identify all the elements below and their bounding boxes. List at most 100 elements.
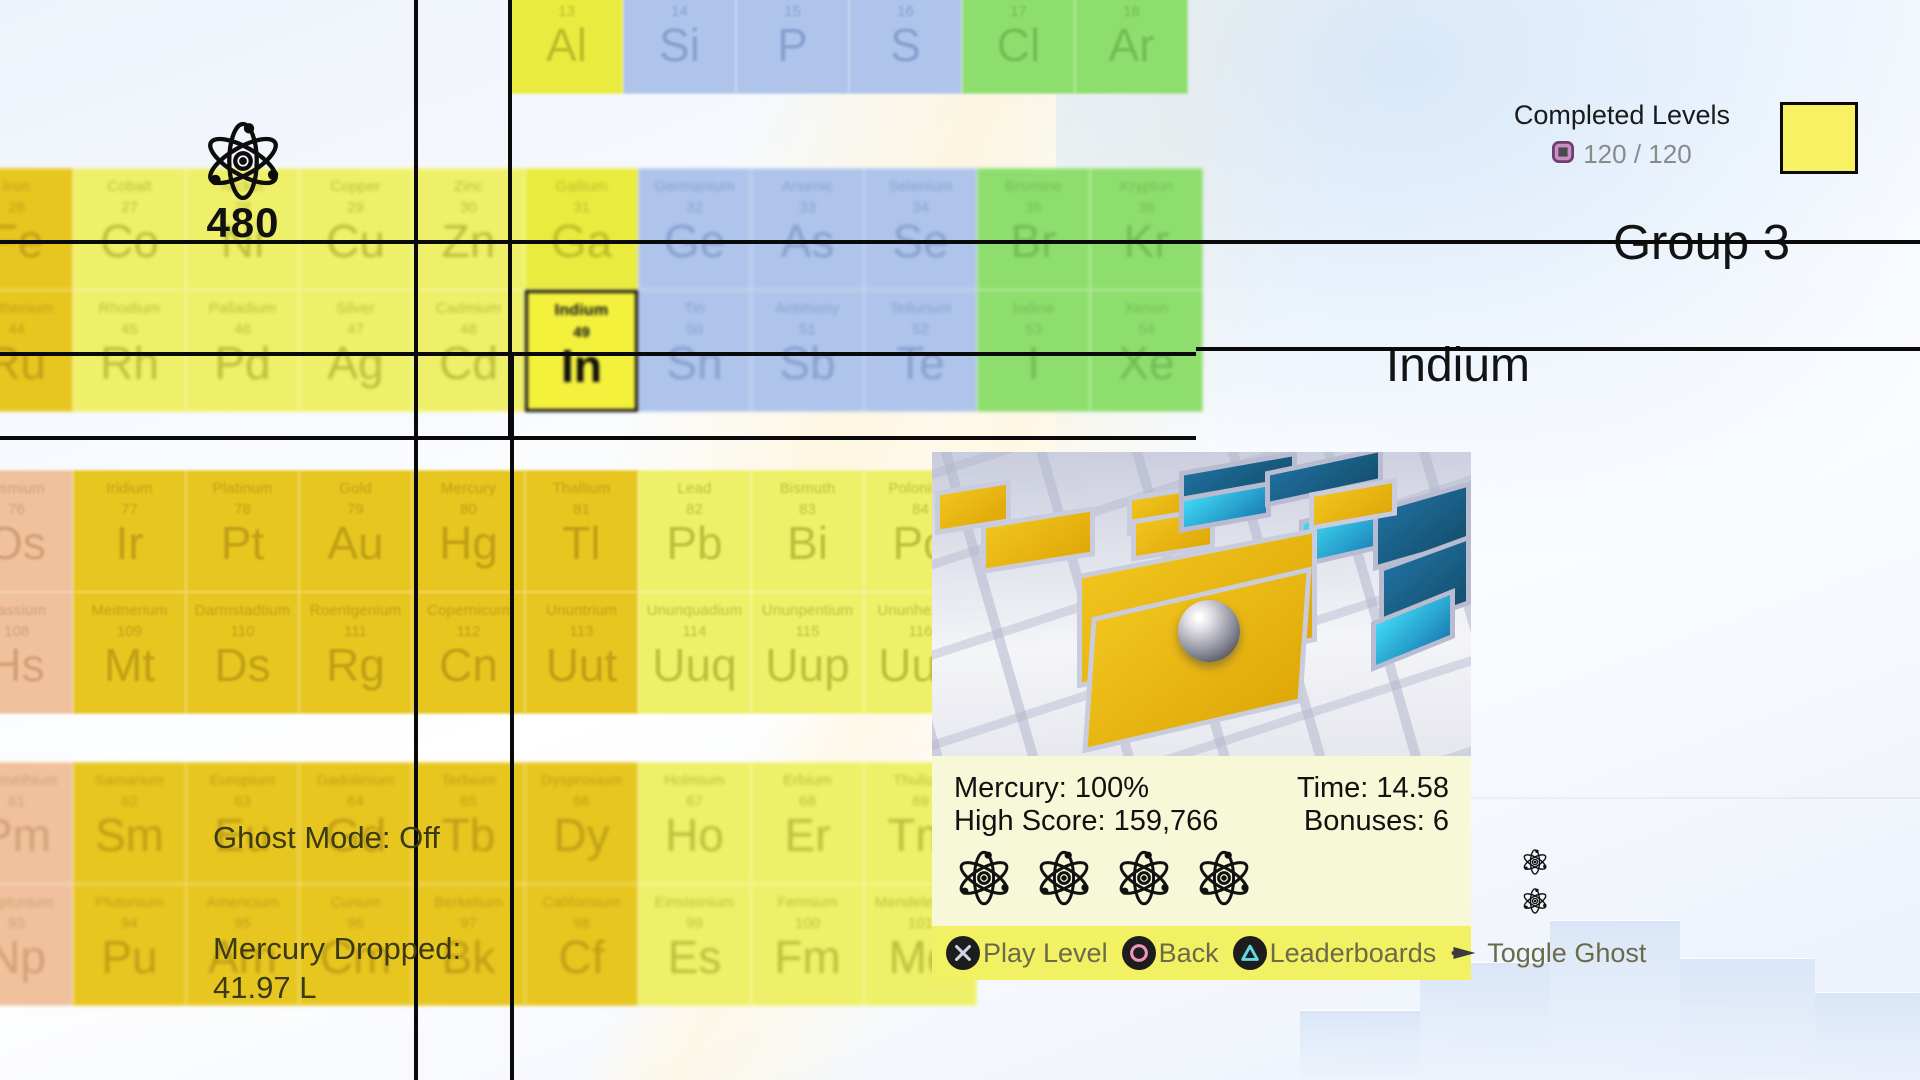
medal-atoms (954, 844, 1449, 916)
element-number: 114 (682, 622, 707, 640)
element-symbol: Uuq (652, 638, 737, 691)
element-symbol: Sb (779, 336, 836, 389)
element-cell-pu[interactable]: Plutonium 94 Pu (73, 884, 186, 1006)
element-cell-ho[interactable]: Holmium 67 Ho (638, 762, 751, 884)
element-cell-bi[interactable]: Bismuth 83 Bi (751, 470, 864, 592)
element-cell-as[interactable]: Arsenic 33 As (751, 168, 864, 290)
element-cell-au[interactable]: Gold 79 Au (299, 470, 412, 592)
element-symbol: In (561, 339, 602, 392)
element-number: 64 (347, 792, 364, 810)
element-symbol: Fm (774, 930, 841, 983)
element-cell-pm[interactable]: Promethium 61Pm (0, 762, 73, 884)
element-cell-eu[interactable]: Europium 63 Eu (186, 762, 299, 884)
element-cell-te[interactable]: Tellurium 52 Te (864, 290, 977, 412)
element-symbol: Sm (95, 808, 164, 861)
element-cell-gd[interactable]: Gadolinium 64 Gd (299, 762, 412, 884)
r1-shoulder-icon (1450, 936, 1484, 970)
element-cell-cn[interactable]: Copernicum 112 Cn (412, 592, 525, 714)
element-number: 116 (908, 622, 933, 640)
button-prompt-label: Toggle Ghost (1487, 937, 1647, 968)
element-cell-ar[interactable]: Argon18Ar (1075, 0, 1188, 94)
element-cell-pt[interactable]: Platinum 78 Pt (186, 470, 299, 592)
element-cell-pd[interactable]: Palladium 46 Pd (186, 290, 299, 412)
element-cell-br[interactable]: Bromine 35 Br (977, 168, 1090, 290)
element-cell-in[interactable]: Indium 49 In (525, 290, 638, 412)
element-cell-er[interactable]: Erbium 68 Er (751, 762, 864, 884)
element-cell-ru[interactable]: Ruthenium 44Ru (0, 290, 73, 412)
element-cell-al[interactable]: Aluminium13Al (510, 0, 623, 94)
element-name: Terbium (441, 772, 496, 789)
element-cell-se[interactable]: Selenium 34 Se (864, 168, 977, 290)
element-symbol: Ds (214, 638, 271, 691)
element-cell-zn[interactable]: Zinc 30 Zn (412, 168, 525, 290)
completed-levels-count: 120 / 120 (1583, 139, 1692, 169)
element-symbol: Cn (439, 638, 498, 691)
element-cell-tb[interactable]: Terbium 65 Tb (412, 762, 525, 884)
button-prompt-toggle-ghost[interactable]: Toggle Ghost (1450, 936, 1646, 970)
element-cell-si[interactable]: Silicon14Si (623, 0, 736, 94)
element-cell-cu[interactable]: Copper 29 Cu (299, 168, 412, 290)
button-prompt-play-level[interactable]: Play Level (946, 936, 1108, 970)
element-cell-rh[interactable]: Rhodium 45 Rh (73, 290, 186, 412)
element-cell-fm[interactable]: Fermium 100 Fm (751, 884, 864, 1006)
divider-row-top (0, 240, 1920, 244)
element-cell-cm[interactable]: Curium 96 Cm (299, 884, 412, 1006)
element-cell-ds[interactable]: Darmstadtium 110 Ds (186, 592, 299, 714)
atom-score-value: 480 (206, 199, 280, 246)
element-cell-i[interactable]: Iodine 53 I (977, 290, 1090, 412)
element-cell-uup[interactable]: Ununpentium 115 Uup (751, 592, 864, 714)
element-symbol: Rg (326, 638, 385, 691)
element-cell-bk[interactable]: Berkelium 97 Bk (412, 884, 525, 1006)
element-number: 53 (1025, 320, 1042, 338)
element-cell-sb[interactable]: Antimony 51 Sb (751, 290, 864, 412)
element-cell-pb[interactable]: Lead 82 Pb (638, 470, 751, 592)
element-cell-ge[interactable]: Germanium 32 Ge (638, 168, 751, 290)
element-name: Americium (206, 894, 279, 911)
element-cell-dy[interactable]: Dysprosium 66 Dy (525, 762, 638, 884)
periodic-table[interactable]: Aluminium13AlSilicon14SiPhosphorus15PSul… (0, 0, 1203, 1080)
element-cell-ir[interactable]: Iridium 77 Ir (73, 470, 186, 592)
element-cell-np[interactable]: Neptunium 93Np (0, 884, 73, 1006)
element-name: Holmium (664, 772, 725, 789)
element-symbol: Sn (666, 336, 723, 389)
element-cell-sm[interactable]: Samarium 62 Sm (73, 762, 186, 884)
element-cell-mt[interactable]: Meitnerium 109 Mt (73, 592, 186, 714)
element-cell-s[interactable]: Sulphur16S (849, 0, 962, 94)
circle-button-icon (1121, 936, 1156, 970)
element-cell-cf[interactable]: Californium 98 Cf (525, 884, 638, 1006)
element-cell-es[interactable]: Einsteinium 99 Es (638, 884, 751, 1006)
level-preview-thumbnail[interactable] (932, 452, 1471, 756)
element-number: 68 (799, 792, 816, 810)
element-number: 54 (1138, 320, 1155, 338)
element-cell-rg[interactable]: Roentgenium 111 Rg (299, 592, 412, 714)
element-cell-tl[interactable]: Thallium 81 Tl (525, 470, 638, 592)
element-cell-kr[interactable]: Krypton 36 Kr (1090, 168, 1203, 290)
element-cell-cl[interactable]: Chlorine17Cl (962, 0, 1075, 94)
element-number: 27 (121, 198, 138, 216)
element-cell-am[interactable]: Americium 95 Am (186, 884, 299, 1006)
element-number: 46 (234, 320, 251, 338)
element-cell-fe[interactable]: Iron26Fe (0, 168, 73, 290)
element-cell-ga[interactable]: Gallium 31 Ga (525, 168, 638, 290)
element-cell-ni[interactable]: Nickel 28 Ni (186, 168, 299, 290)
button-prompt-back[interactable]: Back (1121, 936, 1219, 970)
element-symbol: Xe (1118, 336, 1175, 389)
element-number: 99 (686, 914, 703, 932)
element-symbol: Pm (0, 808, 51, 861)
element-cell-co[interactable]: Cobalt 27 Co (73, 168, 186, 290)
element-cell-hg[interactable]: Mercury 80 Hg (412, 470, 525, 592)
element-cell-ag[interactable]: Silver 47 Ag (299, 290, 412, 412)
element-cell-sn[interactable]: Tin 50 Sn (638, 290, 751, 412)
element-cell-os[interactable]: Osmium 76Os (0, 470, 73, 592)
button-prompt-leaderboards[interactable]: Leaderboards (1232, 936, 1436, 970)
element-cell-xe[interactable]: Xenon 54 Xe (1090, 290, 1203, 412)
element-cell-cd[interactable]: Cadmium 48 Cd (412, 290, 525, 412)
element-cell-p[interactable]: Phosphorus15P (736, 0, 849, 94)
element-cell-uut[interactable]: Ununtrium 113 Uut (525, 592, 638, 714)
element-cell-hs[interactable]: Hassium 108Hs (0, 592, 73, 714)
element-number: 50 (686, 320, 703, 338)
element-cell-uuq[interactable]: Ununquadium 114 Uuq (638, 592, 751, 714)
level-card: Mercury: 100% Time: 14.58 High Score: 15… (932, 452, 1646, 980)
triangle-button-icon (1232, 936, 1267, 970)
